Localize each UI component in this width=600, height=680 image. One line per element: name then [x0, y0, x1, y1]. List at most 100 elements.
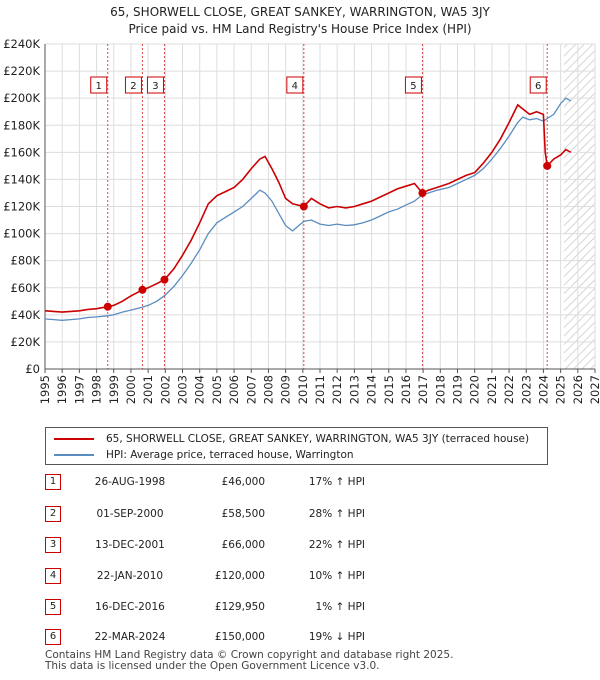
sale-label-box [529, 76, 547, 94]
sale-label-box [146, 76, 164, 94]
sale-point [103, 302, 112, 311]
sale-date: 22-MAR-2024 [94, 631, 166, 643]
price-chart: £0 £20K £40K £60K £80K £100K £120K £140K £160K £1… [3, 37, 600, 404]
x-tick-label: 2016 [399, 375, 413, 404]
sale-label-box [286, 76, 304, 94]
table-row: 2 01-SEP-2000 £58,500 28% ↑ HPI [45, 506, 465, 524]
sale-point [299, 202, 308, 211]
x-tick-label: 2006 [227, 375, 241, 404]
x-tick-label: 2002 [158, 375, 172, 404]
sale-label-box [124, 76, 142, 94]
sale-date: 13-DEC-2001 [95, 539, 165, 551]
legend-item-hpi: HPI: Average price, terraced house, Warr… [54, 447, 354, 463]
sale-point [418, 189, 427, 198]
x-tick-label: 2003 [176, 375, 190, 404]
x-tick-label: 2027 [588, 375, 600, 404]
sale-number-badge: 1 [45, 474, 61, 490]
footer-license: This data is licensed under the Open Gov… [45, 660, 380, 672]
y-tick-label: £20K [11, 335, 41, 349]
sale-point [543, 161, 552, 170]
sale-hpi-diff: 10% ↑ HPI [308, 570, 365, 582]
sale-number-badge: 6 [45, 629, 61, 645]
sale-label-number: 1 [96, 81, 102, 92]
x-tick-label: 2021 [485, 375, 499, 404]
x-tick-label: 2013 [347, 375, 361, 404]
x-tick-label: 2022 [502, 375, 516, 404]
x-tick-label: 2017 [416, 375, 430, 404]
sale-label-number: 6 [535, 81, 541, 92]
y-tick-label: £0 [25, 362, 40, 376]
legend-red-label: 65, SHORWELL CLOSE, GREAT SANKEY, WARRIN… [106, 433, 530, 445]
table-row: 3 13-DEC-2001 £66,000 22% ↑ HPI [45, 537, 465, 555]
footer-attribution: Contains HM Land Registry data © Crown c… [45, 650, 453, 672]
sale-hpi-diff: 19% ↓ HPI [308, 631, 365, 643]
x-tick-label: 2009 [279, 375, 293, 404]
y-tick-label: £180K [3, 118, 40, 132]
sale-number-badge: 3 [45, 537, 61, 553]
y-tick-label: £80K [11, 254, 41, 268]
x-tick-label: 2024 [536, 375, 550, 404]
table-row: 4 22-JAN-2010 £120,000 10% ↑ HPI [45, 568, 465, 586]
x-tick-label: 1996 [55, 375, 69, 404]
x-tick-label: 2023 [519, 375, 533, 404]
sale-hpi-diff: 17% ↑ HPI [308, 476, 365, 488]
x-tick-label: 2015 [382, 375, 396, 404]
x-tick-label: 2005 [210, 375, 224, 404]
x-tick-label: 2019 [451, 375, 465, 404]
sale-label-number: 3 [152, 81, 158, 92]
sale-number-badge: 2 [45, 506, 61, 522]
y-tick-label: £160K [3, 145, 40, 159]
y-tick-label: £60K [11, 281, 41, 295]
y-tick-label: £240K [3, 37, 40, 51]
x-tick-label: 2018 [433, 375, 447, 404]
sale-hpi-diff: 1% ↑ HPI [315, 601, 365, 613]
x-tick-label: 2001 [141, 375, 155, 404]
sale-price: £66,000 [221, 539, 265, 551]
x-tick-label: 1997 [72, 375, 86, 404]
sale-label-number: 2 [130, 81, 136, 92]
sale-price: £120,000 [214, 570, 265, 582]
y-tick-label: £100K [3, 227, 40, 241]
y-tick-label: £220K [3, 64, 40, 78]
x-tick-label: 2008 [261, 375, 275, 404]
sale-hpi-diff: 22% ↑ HPI [308, 539, 365, 551]
title-address: 65, SHORWELL CLOSE, GREAT SANKEY, WARRIN… [110, 5, 490, 19]
legend-red-line [54, 438, 94, 440]
title-subtitle: Price paid vs. HM Land Registry's House … [128, 22, 472, 36]
x-tick-label: 2025 [554, 375, 568, 404]
sale-hpi-diff: 28% ↑ HPI [308, 508, 365, 520]
sale-label-number: 4 [292, 81, 298, 92]
x-tick-label: 1995 [38, 375, 52, 404]
sale-price: £58,500 [221, 508, 265, 520]
sale-number-badge: 5 [45, 599, 61, 615]
x-tick-label: 2010 [296, 375, 310, 404]
legend-item-property: 65, SHORWELL CLOSE, GREAT SANKEY, WARRIN… [54, 431, 529, 447]
y-tick-label: £200K [3, 91, 40, 105]
sale-date: 22-JAN-2010 [96, 570, 164, 582]
x-tick-label: 2004 [193, 375, 207, 404]
table-row: 5 16-DEC-2016 £129,950 1% ↑ HPI [45, 599, 465, 617]
sale-price: £129,950 [214, 601, 265, 613]
x-tick-label: 1999 [107, 375, 121, 404]
sale-price: £46,000 [221, 476, 265, 488]
x-tick-label: 2014 [365, 375, 379, 404]
footer-copyright: Contains HM Land Registry data © Crown c… [45, 649, 454, 661]
sale-label-box [404, 76, 422, 94]
x-tick-label: 2012 [330, 375, 344, 404]
sale-date: 01-SEP-2000 [96, 508, 164, 520]
x-tick-label: 2020 [468, 375, 482, 404]
x-tick-label: 2011 [313, 375, 327, 404]
sale-number-badge: 4 [45, 568, 61, 584]
sale-point [138, 285, 147, 294]
table-row: 1 26-AUG-1998 £46,000 17% ↑ HPI [45, 474, 465, 492]
sale-date: 16-DEC-2016 [95, 601, 165, 613]
x-tick-label: 2000 [124, 375, 138, 404]
table-row: 6 22-MAR-2024 £150,000 19% ↓ HPI [45, 629, 465, 647]
sale-price: £150,000 [214, 631, 265, 643]
x-tick-label: 2007 [244, 375, 258, 404]
sale-label-box [90, 76, 108, 94]
sale-date: 26-AUG-1998 [94, 476, 166, 488]
sale-point [160, 275, 169, 284]
hpi-line [44, 97, 572, 321]
legend: 65, SHORWELL CLOSE, GREAT SANKEY, WARRIN… [45, 427, 548, 465]
